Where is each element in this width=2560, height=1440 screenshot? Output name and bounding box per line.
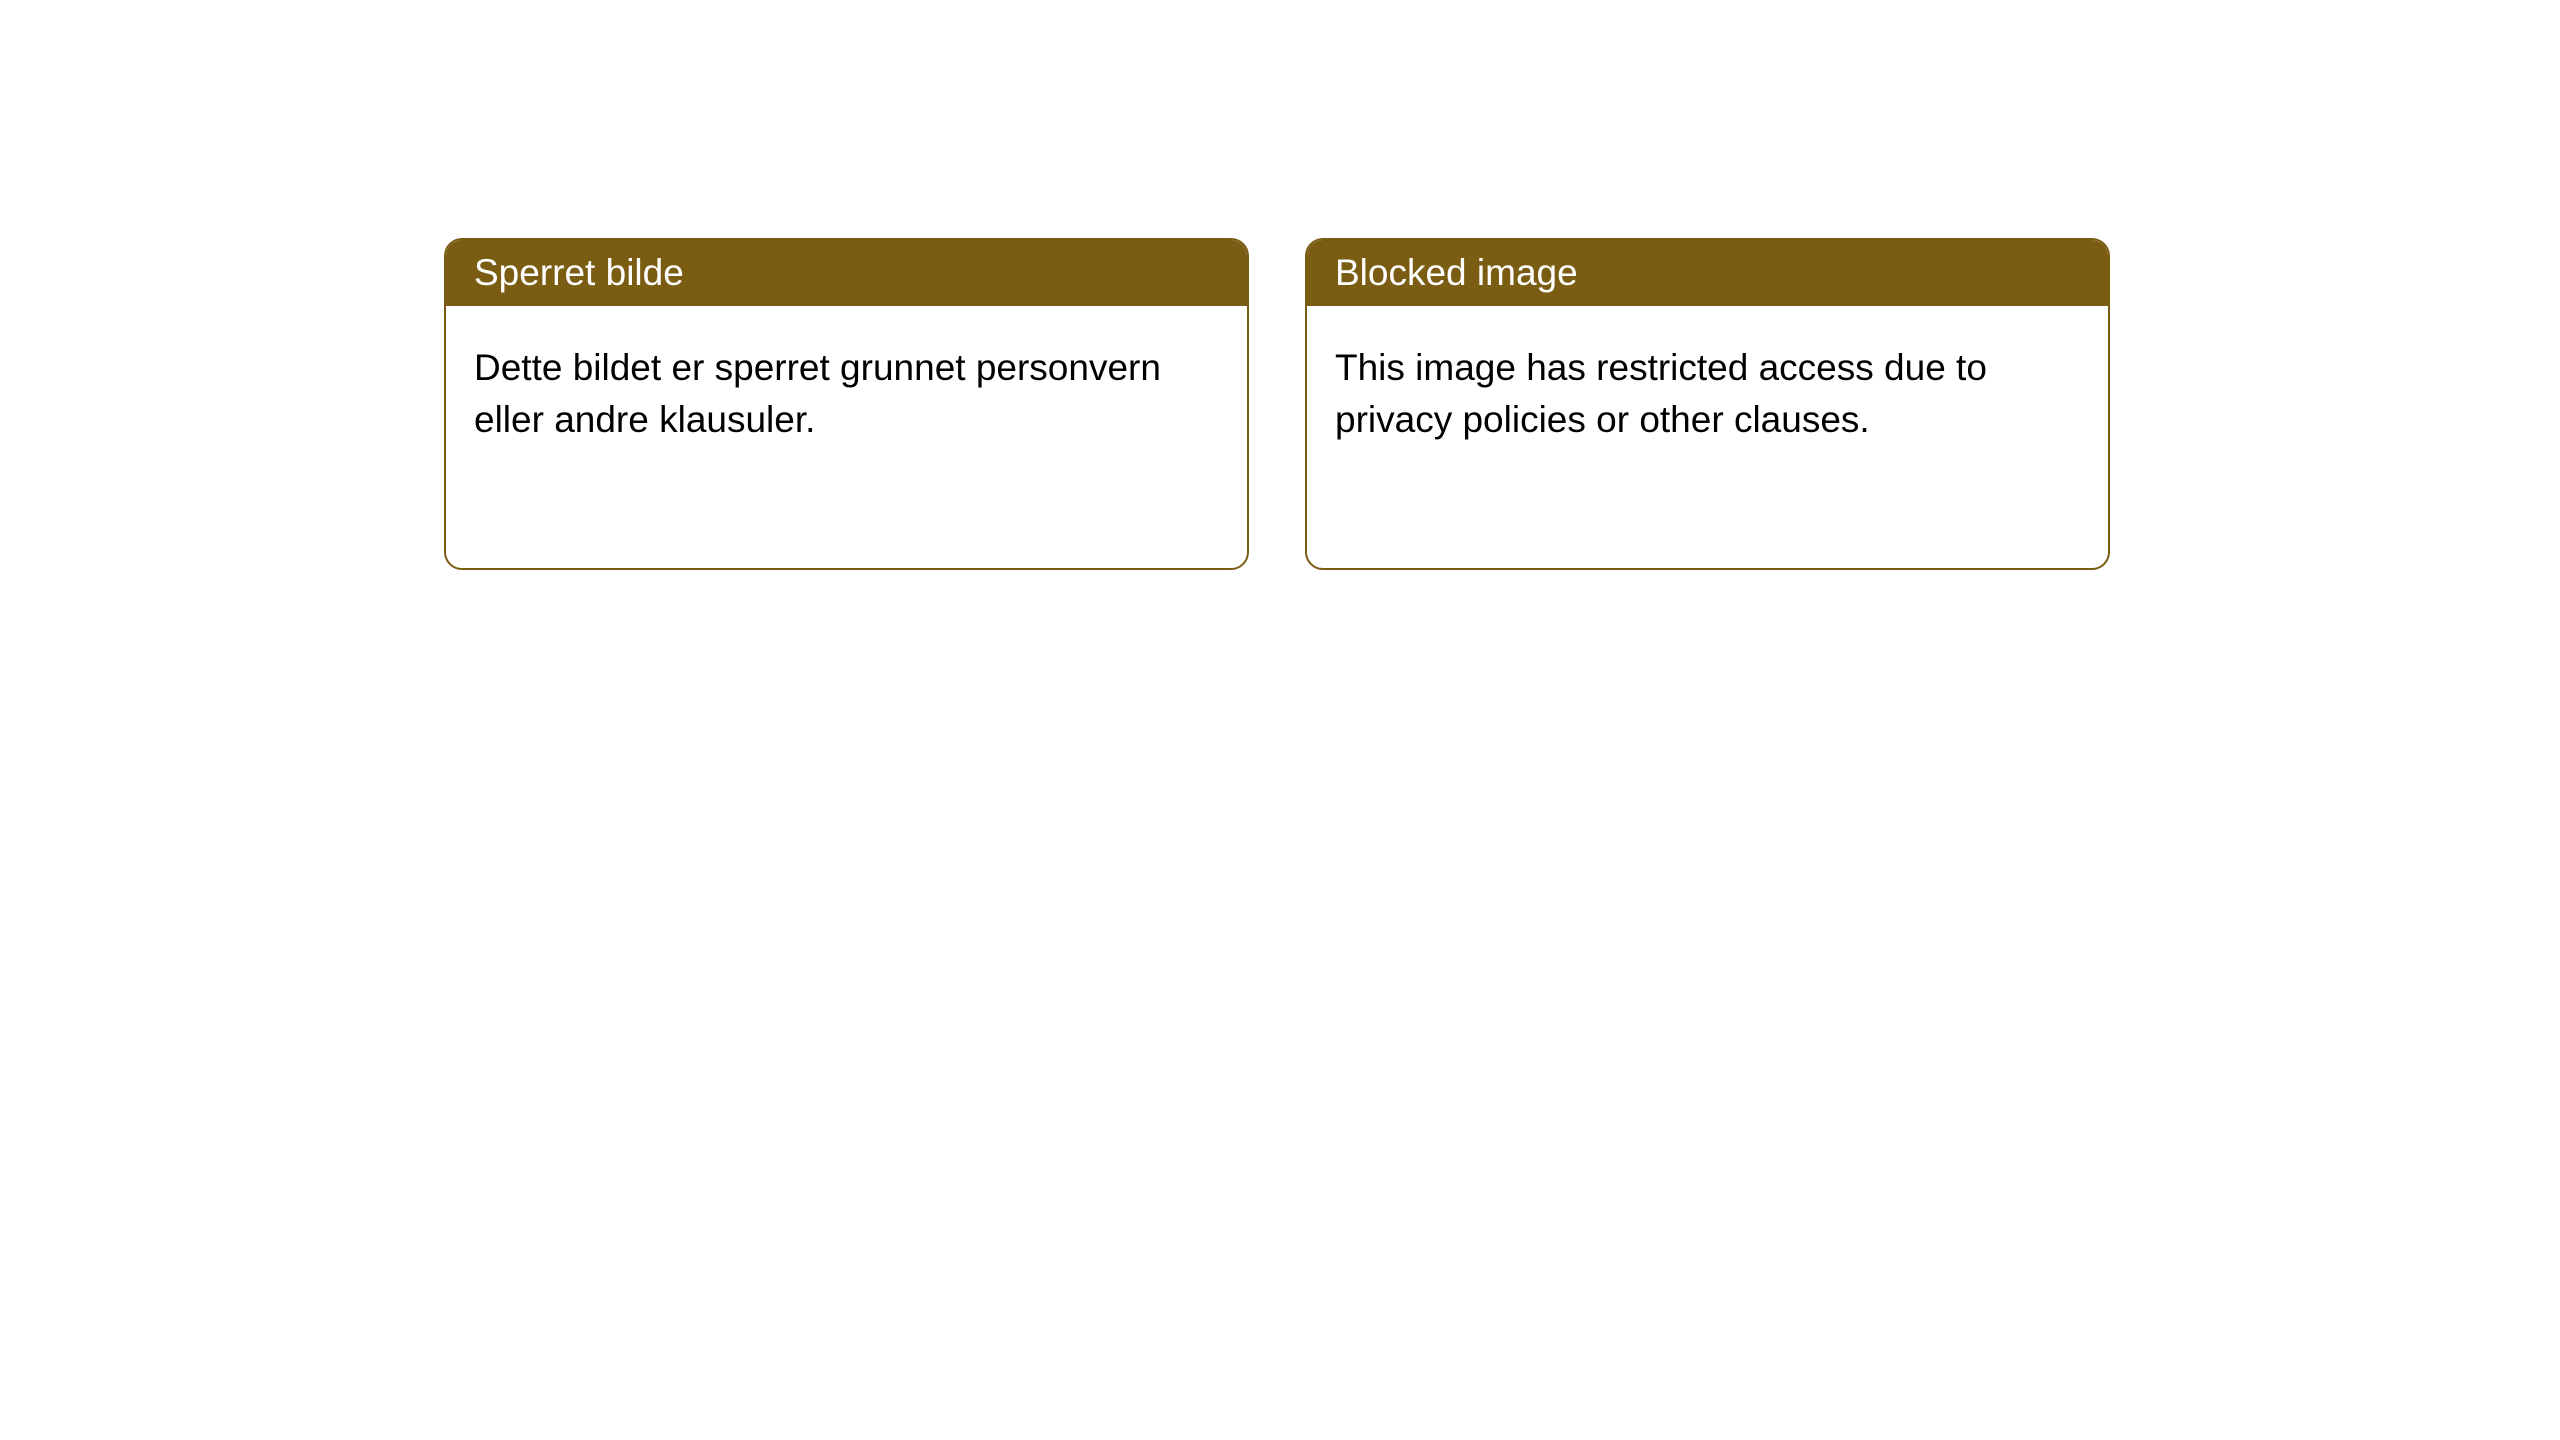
notice-body: This image has restricted access due to … <box>1307 306 2108 482</box>
notice-body: Dette bildet er sperret grunnet personve… <box>446 306 1247 482</box>
notice-box-norwegian: Sperret bilde Dette bildet er sperret gr… <box>444 238 1249 570</box>
notice-header: Blocked image <box>1307 240 2108 306</box>
notice-body-text: This image has restricted access due to … <box>1335 347 1987 440</box>
notice-box-english: Blocked image This image has restricted … <box>1305 238 2110 570</box>
notices-container: Sperret bilde Dette bildet er sperret gr… <box>0 0 2560 570</box>
notice-title: Blocked image <box>1335 252 1578 293</box>
notice-header: Sperret bilde <box>446 240 1247 306</box>
notice-title: Sperret bilde <box>474 252 684 293</box>
notice-body-text: Dette bildet er sperret grunnet personve… <box>474 347 1161 440</box>
